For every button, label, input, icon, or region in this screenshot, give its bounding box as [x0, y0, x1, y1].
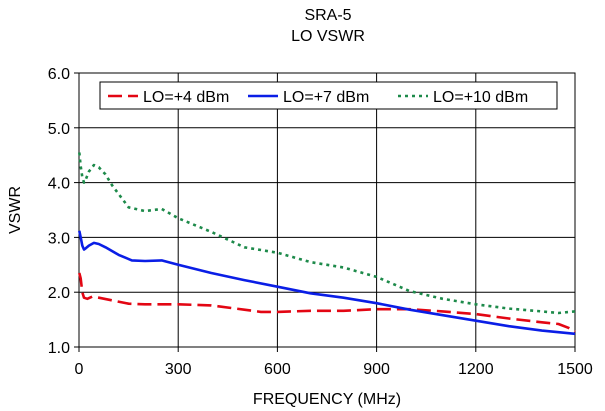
x-tick-label: 0 [75, 361, 84, 378]
x-tick-label: 1500 [557, 361, 593, 378]
x-tick-label: 1200 [458, 361, 494, 378]
y-axis-label: VSWR [7, 186, 24, 234]
plot-area [78, 72, 576, 348]
series-lines [78, 152, 576, 336]
y-tick-label: 3.0 [48, 230, 70, 247]
y-tick-label: 4.0 [48, 176, 70, 193]
legend-box [99, 81, 558, 110]
series-line-lo-4-dbm [78, 272, 576, 333]
legend-label: LO=+7 dBm [283, 89, 369, 106]
series-line-lo-7-dbm [78, 230, 576, 336]
x-tick-label: 300 [165, 361, 192, 378]
chart-title: SRA-5 [304, 7, 352, 24]
series-line-lo-10-dbm [78, 152, 576, 315]
y-tick-label: 5.0 [48, 121, 70, 138]
legend-label: LO=+4 dBm [143, 89, 229, 106]
axis-ticks: 0 300 600 900 1200 1500 1.0 2.0 3.0 4.0 5.0 6.0 [48, 66, 593, 378]
chart-subtitle: LO VSWR [291, 28, 365, 45]
x-tick-label: 600 [264, 361, 291, 378]
grid [79, 73, 575, 347]
y-tick-label: 6.0 [48, 66, 70, 83]
y-tick-label: 2.0 [48, 285, 70, 302]
legend: LO=+4 dBm LO=+7 dBm LO=+10 dBm [99, 81, 558, 110]
legend-label: LO=+10 dBm [433, 89, 528, 106]
y-tick-label: 1.0 [48, 340, 70, 357]
x-tick-label: 900 [363, 361, 390, 378]
x-axis-label: FREQUENCY (MHz) [253, 391, 401, 408]
